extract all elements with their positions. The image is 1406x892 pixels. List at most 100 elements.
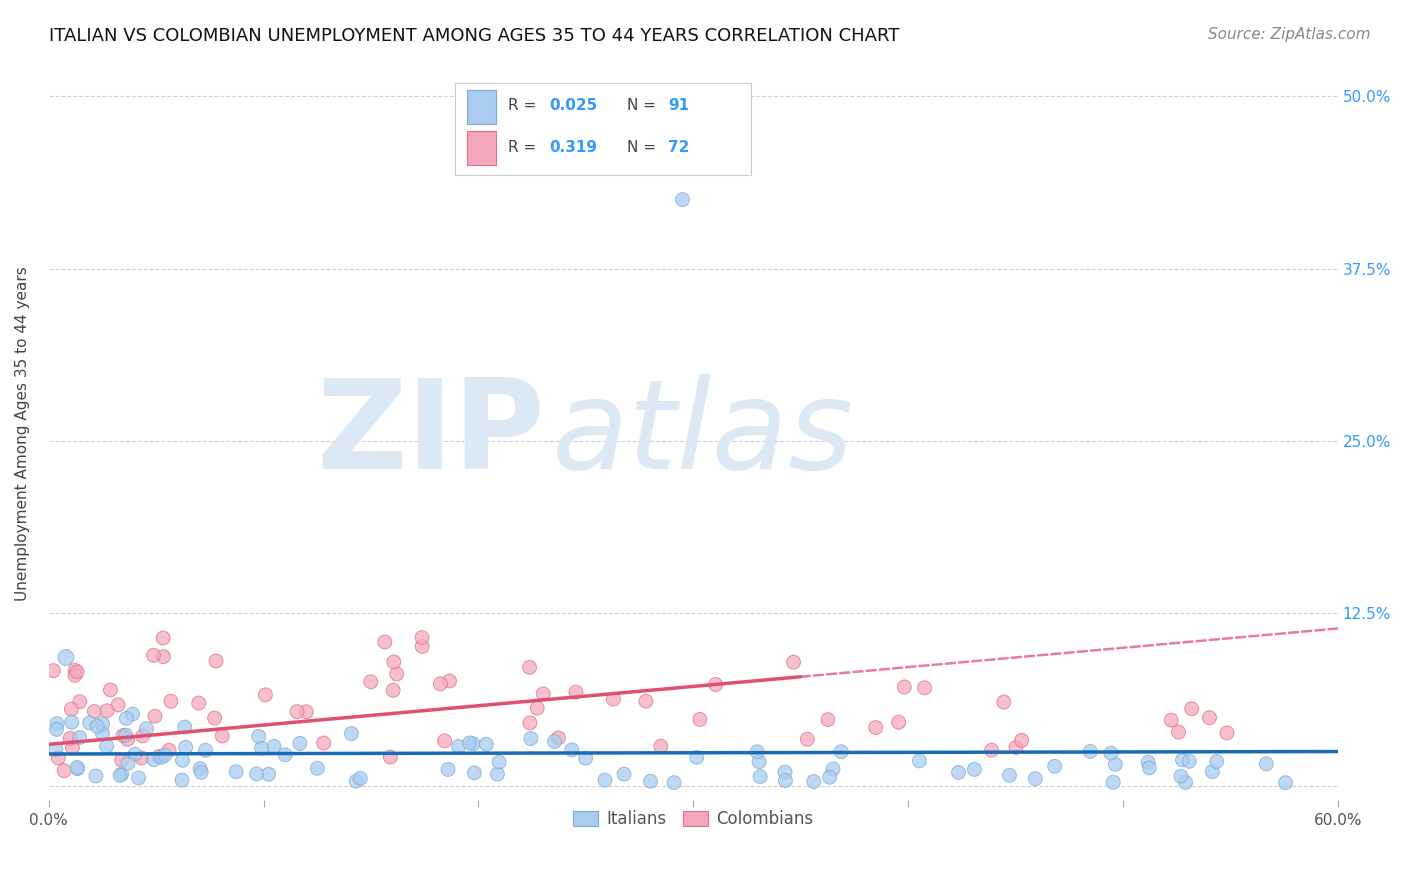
Point: [458, 736, 481, 750]
Point: [519, 715, 541, 730]
Point: [817, 713, 839, 727]
Point: [69, 731, 91, 745]
Point: [634, 694, 657, 708]
Point: [748, 755, 770, 769]
Point: [613, 767, 636, 781]
Point: [53, 764, 76, 778]
Point: [187, 696, 209, 710]
Point: [531, 687, 554, 701]
Text: atlas: atlas: [551, 374, 853, 494]
Point: [285, 705, 308, 719]
Point: [117, 732, 139, 747]
Point: [96, 704, 118, 718]
Point: [1201, 764, 1223, 779]
Point: [433, 734, 456, 748]
Point: [153, 747, 176, 762]
Point: [993, 695, 1015, 709]
Point: [349, 772, 371, 786]
Point: [121, 707, 143, 722]
Point: [79, 715, 101, 730]
Point: [112, 729, 135, 743]
Point: [1167, 725, 1189, 739]
Point: [205, 654, 228, 668]
Point: [174, 740, 197, 755]
Point: [796, 732, 818, 747]
Point: [128, 771, 150, 785]
Point: [247, 729, 270, 743]
Point: [686, 750, 709, 764]
Point: [60, 702, 83, 716]
Point: [344, 774, 367, 789]
Point: [775, 773, 797, 788]
Point: [100, 682, 122, 697]
Point: [107, 698, 129, 712]
Point: [593, 773, 616, 788]
Point: [411, 631, 433, 645]
Point: [411, 640, 433, 654]
Point: [1205, 755, 1227, 769]
Point: [998, 768, 1021, 782]
Point: [66, 665, 89, 679]
Point: [887, 715, 910, 730]
Point: [1137, 756, 1160, 770]
Point: [823, 762, 845, 776]
Point: [1216, 726, 1239, 740]
Point: [360, 674, 382, 689]
Point: [1011, 733, 1033, 747]
Point: [66, 760, 89, 774]
Point: [1256, 756, 1278, 771]
Point: [704, 677, 727, 691]
Point: [1178, 754, 1201, 768]
Legend: Italians, Colombians: Italians, Colombians: [567, 804, 820, 835]
Point: [519, 660, 541, 674]
Point: [295, 705, 318, 719]
Point: [83, 705, 105, 719]
Point: [66, 762, 89, 776]
Point: [60, 715, 83, 730]
Point: [148, 749, 170, 764]
Point: [463, 737, 485, 751]
Point: [689, 713, 711, 727]
Point: [274, 747, 297, 762]
Point: [86, 719, 108, 733]
Point: [250, 741, 273, 756]
Point: [63, 663, 86, 677]
Point: [204, 711, 226, 725]
Point: [172, 753, 194, 767]
Point: [45, 742, 67, 756]
Point: [142, 753, 165, 767]
Point: [773, 765, 796, 780]
Text: ZIP: ZIP: [316, 374, 546, 494]
Point: [115, 711, 138, 725]
Point: [152, 631, 174, 645]
Point: [124, 747, 146, 762]
Point: [463, 765, 485, 780]
Point: [650, 739, 672, 754]
Text: Source: ZipAtlas.com: Source: ZipAtlas.com: [1208, 27, 1371, 42]
Point: [114, 728, 136, 742]
Point: [374, 635, 396, 649]
Point: [55, 650, 77, 665]
Point: [439, 673, 461, 688]
Point: [211, 729, 233, 743]
Point: [1174, 775, 1197, 789]
Point: [150, 750, 173, 764]
Point: [1274, 775, 1296, 789]
Point: [111, 767, 134, 781]
Point: [803, 774, 825, 789]
Point: [1137, 761, 1160, 775]
Point: [312, 736, 335, 750]
Point: [948, 765, 970, 780]
Point: [1104, 757, 1126, 772]
Point: [62, 740, 84, 755]
Point: [117, 756, 139, 771]
Point: [84, 769, 107, 783]
Point: [111, 753, 134, 767]
Point: [382, 655, 405, 669]
Point: [307, 761, 329, 775]
Point: [543, 734, 565, 748]
Point: [225, 764, 247, 779]
Point: [782, 655, 804, 669]
Text: ITALIAN VS COLOMBIAN UNEMPLOYMENT AMONG AGES 35 TO 44 YEARS CORRELATION CHART: ITALIAN VS COLOMBIAN UNEMPLOYMENT AMONG …: [49, 27, 900, 45]
Point: [46, 716, 69, 731]
